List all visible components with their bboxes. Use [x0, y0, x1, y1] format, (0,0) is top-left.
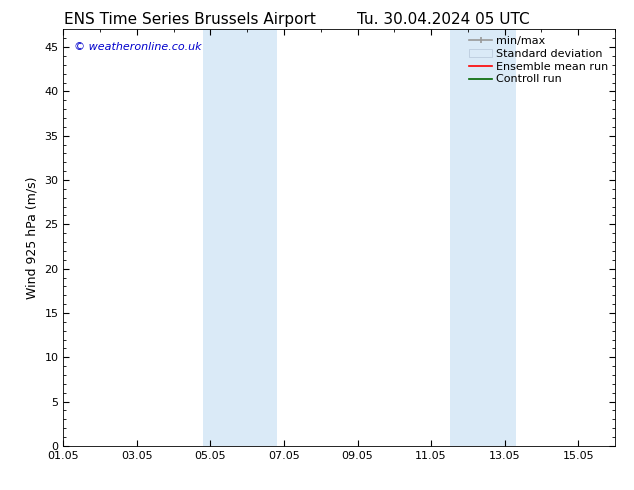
Legend: min/max, Standard deviation, Ensemble mean run, Controll run: min/max, Standard deviation, Ensemble me… [465, 32, 612, 89]
Y-axis label: Wind 925 hPa (m/s): Wind 925 hPa (m/s) [26, 176, 39, 299]
Bar [203, 29, 276, 446]
Bar [450, 29, 515, 446]
Text: ENS Time Series Brussels Airport: ENS Time Series Brussels Airport [64, 12, 316, 27]
Text: Tu. 30.04.2024 05 UTC: Tu. 30.04.2024 05 UTC [358, 12, 530, 27]
Text: © weatheronline.co.uk: © weatheronline.co.uk [74, 42, 202, 52]
